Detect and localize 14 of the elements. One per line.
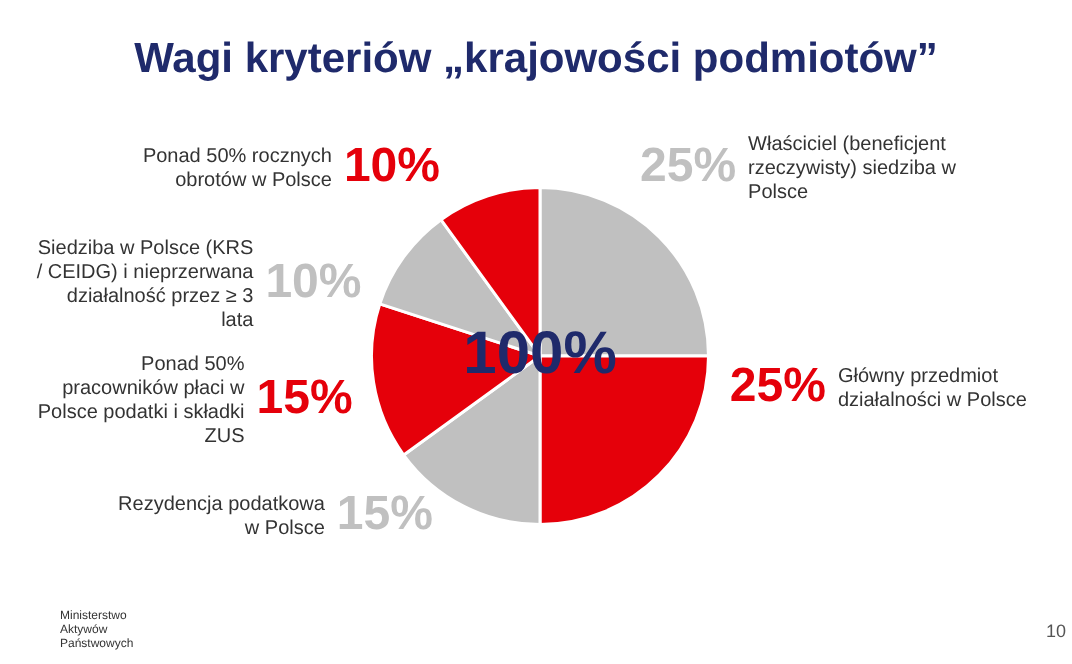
text: 10 <box>1045 620 1066 641</box>
slice-label: Główny przedmiot działalności w Polsce <box>837 365 1028 412</box>
data-label: 15% <box>336 487 433 542</box>
slice-label: Rezydencja podatkowa w Polsce <box>118 493 326 540</box>
slice-label: Właściciel (beneficjent rzeczywisty) siedziba w Polsce <box>748 133 958 204</box>
data-label: 10% <box>265 255 362 310</box>
slice-label: Siedziba w Polsce (KRS / CEIDG) i nieprzerwana działalność przez ≥ 3 lata <box>36 237 255 332</box>
slice-label: Ponad 50% rocznych obrotów w Polsce <box>142 145 333 192</box>
chart-title: Wagi kryteriów „krajowości podmiotów” <box>134 35 938 82</box>
data-label: 10% <box>343 139 440 194</box>
data-label: 25% <box>729 359 826 414</box>
data-label: 25% <box>640 139 737 194</box>
data-label: 15% <box>256 371 353 426</box>
slice-label: Ponad 50% pracowników płaci w Polsce podatki i składki ZUS <box>37 353 247 448</box>
